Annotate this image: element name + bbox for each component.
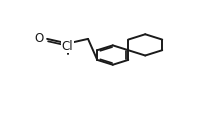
Text: Cl: Cl <box>62 40 73 53</box>
Text: O: O <box>35 32 44 45</box>
